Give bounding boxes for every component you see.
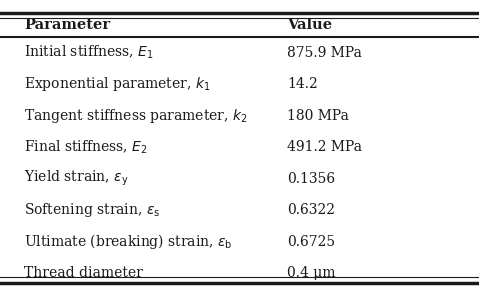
- Text: 0.6322: 0.6322: [287, 203, 335, 217]
- Text: Parameter: Parameter: [24, 18, 110, 32]
- Text: Final stiffness, $\mathit{E}_2$: Final stiffness, $\mathit{E}_2$: [24, 138, 148, 156]
- Text: 180 MPa: 180 MPa: [287, 109, 349, 123]
- Text: 14.2: 14.2: [287, 77, 318, 91]
- Text: Initial stiffness, $\mathit{E}_1$: Initial stiffness, $\mathit{E}_1$: [24, 44, 154, 61]
- Text: Softening strain, $\varepsilon_\mathrm{s}$: Softening strain, $\varepsilon_\mathrm{s…: [24, 201, 160, 219]
- Text: 0.1356: 0.1356: [287, 172, 335, 186]
- Text: 0.4 μm: 0.4 μm: [287, 266, 336, 280]
- Text: 875.9 MPa: 875.9 MPa: [287, 46, 362, 60]
- Text: 491.2 MPa: 491.2 MPa: [287, 140, 363, 154]
- Text: Thread diameter: Thread diameter: [24, 266, 143, 280]
- Text: 0.6725: 0.6725: [287, 235, 335, 249]
- Text: Exponential parameter, $\mathit{k}_1$: Exponential parameter, $\mathit{k}_1$: [24, 75, 210, 93]
- Text: Ultimate (breaking) strain, $\varepsilon_\mathrm{b}$: Ultimate (breaking) strain, $\varepsilon…: [24, 232, 233, 251]
- Text: Tangent stiffness parameter, $\mathit{k}_2$: Tangent stiffness parameter, $\mathit{k}…: [24, 107, 248, 125]
- Text: Yield strain, $\varepsilon_\mathrm{y}$: Yield strain, $\varepsilon_\mathrm{y}$: [24, 169, 128, 188]
- Text: Value: Value: [287, 18, 332, 32]
